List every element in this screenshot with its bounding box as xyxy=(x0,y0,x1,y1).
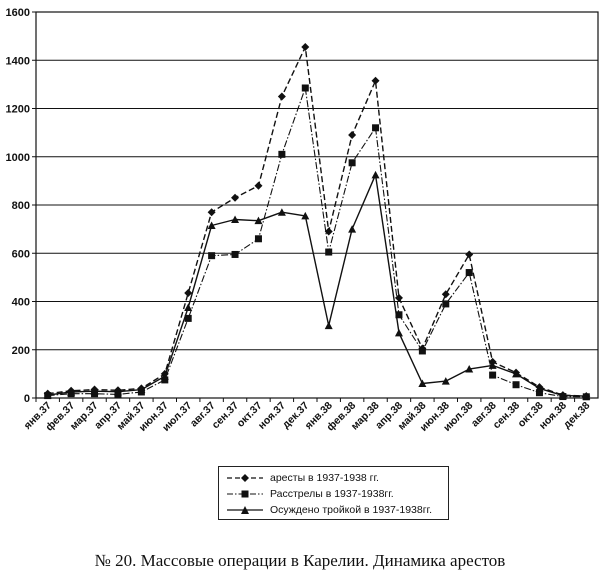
point-troika xyxy=(137,385,146,394)
point-executions xyxy=(278,150,286,158)
point-troika xyxy=(418,379,427,388)
point-arrests xyxy=(348,131,357,140)
y-tick-label: 1600 xyxy=(6,7,30,19)
x-tick-label: дек.38 xyxy=(561,400,592,431)
point-troika xyxy=(113,387,122,396)
point-troika xyxy=(90,387,99,395)
point-arrests xyxy=(394,293,403,302)
point-arrests xyxy=(441,290,450,299)
point-executions xyxy=(372,124,380,132)
point-troika xyxy=(535,384,544,392)
point-arrests xyxy=(465,250,474,259)
y-tick-label: 400 xyxy=(12,297,30,309)
series-line-0 xyxy=(47,46,587,397)
point-troika xyxy=(254,216,263,225)
y-tick-label: 1400 xyxy=(6,55,30,67)
y-tick-label: 200 xyxy=(12,345,30,357)
point-troika xyxy=(348,225,357,233)
point-executions xyxy=(535,389,543,397)
series-line-1 xyxy=(47,87,587,398)
point-troika xyxy=(582,392,591,400)
y-tick-label: 1000 xyxy=(6,152,30,164)
point-executions xyxy=(301,84,309,92)
point-troika xyxy=(394,328,403,337)
point-troika xyxy=(441,377,450,385)
point-arrests xyxy=(207,208,216,217)
series-line-2 xyxy=(47,174,587,397)
point-executions xyxy=(161,376,169,384)
point-executions xyxy=(442,300,450,308)
point-executions xyxy=(231,250,239,258)
chart: 02004006008001000120014001600янв.37фев.3… xyxy=(6,7,599,434)
point-executions xyxy=(348,159,356,167)
point-troika xyxy=(43,391,52,399)
point-troika xyxy=(371,170,380,179)
point-troika xyxy=(184,303,193,312)
legend-swatch-arrests xyxy=(227,474,263,482)
point-troika xyxy=(231,215,240,223)
point-executions xyxy=(254,235,262,243)
legend-label-troika: Осуждено тройкой в 1937-1938гг. xyxy=(270,504,433,516)
legend: аресты в 1937-1938 гг. Расстрелы в 1937-… xyxy=(218,466,449,520)
point-troika xyxy=(558,391,567,400)
y-tick-label: 0 xyxy=(24,393,30,405)
figure-caption: № 20. Массовые операции в Карелии. Динам… xyxy=(94,551,506,570)
legend-item-executions: Расстрелы в 1937-1938гг. xyxy=(225,486,442,502)
point-troika xyxy=(277,208,286,216)
legend-swatch-troika xyxy=(227,506,263,514)
x-tick-label: сен.38 xyxy=(491,400,523,432)
point-troika xyxy=(488,361,497,369)
point-arrests xyxy=(231,193,240,202)
point-arrests xyxy=(324,227,333,236)
legend-label-executions: Расстрелы в 1937-1938гг. xyxy=(270,488,394,500)
point-troika xyxy=(207,221,216,230)
point-executions xyxy=(208,252,216,260)
point-troika xyxy=(301,211,310,220)
x-tick-label: сен.37 xyxy=(210,400,242,432)
point-troika xyxy=(67,387,76,396)
y-tick-label: 600 xyxy=(12,248,30,260)
point-executions xyxy=(184,314,192,322)
point-arrests xyxy=(301,42,310,51)
point-executions xyxy=(512,381,520,389)
legend-item-troika: Осуждено тройкой в 1937-1938гг. xyxy=(225,502,442,518)
point-executions xyxy=(418,347,426,355)
point-troika xyxy=(160,372,169,380)
point-arrests xyxy=(184,289,193,298)
point-troika xyxy=(324,321,333,330)
point-troika xyxy=(465,365,474,373)
legend-label-arrests: аресты в 1937-1938 гг. xyxy=(270,472,379,484)
point-executions xyxy=(489,371,497,379)
point-arrests xyxy=(254,181,263,190)
y-tick-label: 1200 xyxy=(6,104,30,116)
legend-item-arrests: аресты в 1937-1938 гг. xyxy=(225,470,442,486)
point-executions xyxy=(325,248,333,256)
point-executions xyxy=(395,311,403,319)
legend-swatch-executions xyxy=(227,490,263,498)
point-troika xyxy=(512,369,521,378)
point-arrests xyxy=(277,92,286,101)
point-executions xyxy=(465,269,473,277)
point-arrests xyxy=(371,76,380,85)
y-tick-label: 800 xyxy=(12,200,30,212)
